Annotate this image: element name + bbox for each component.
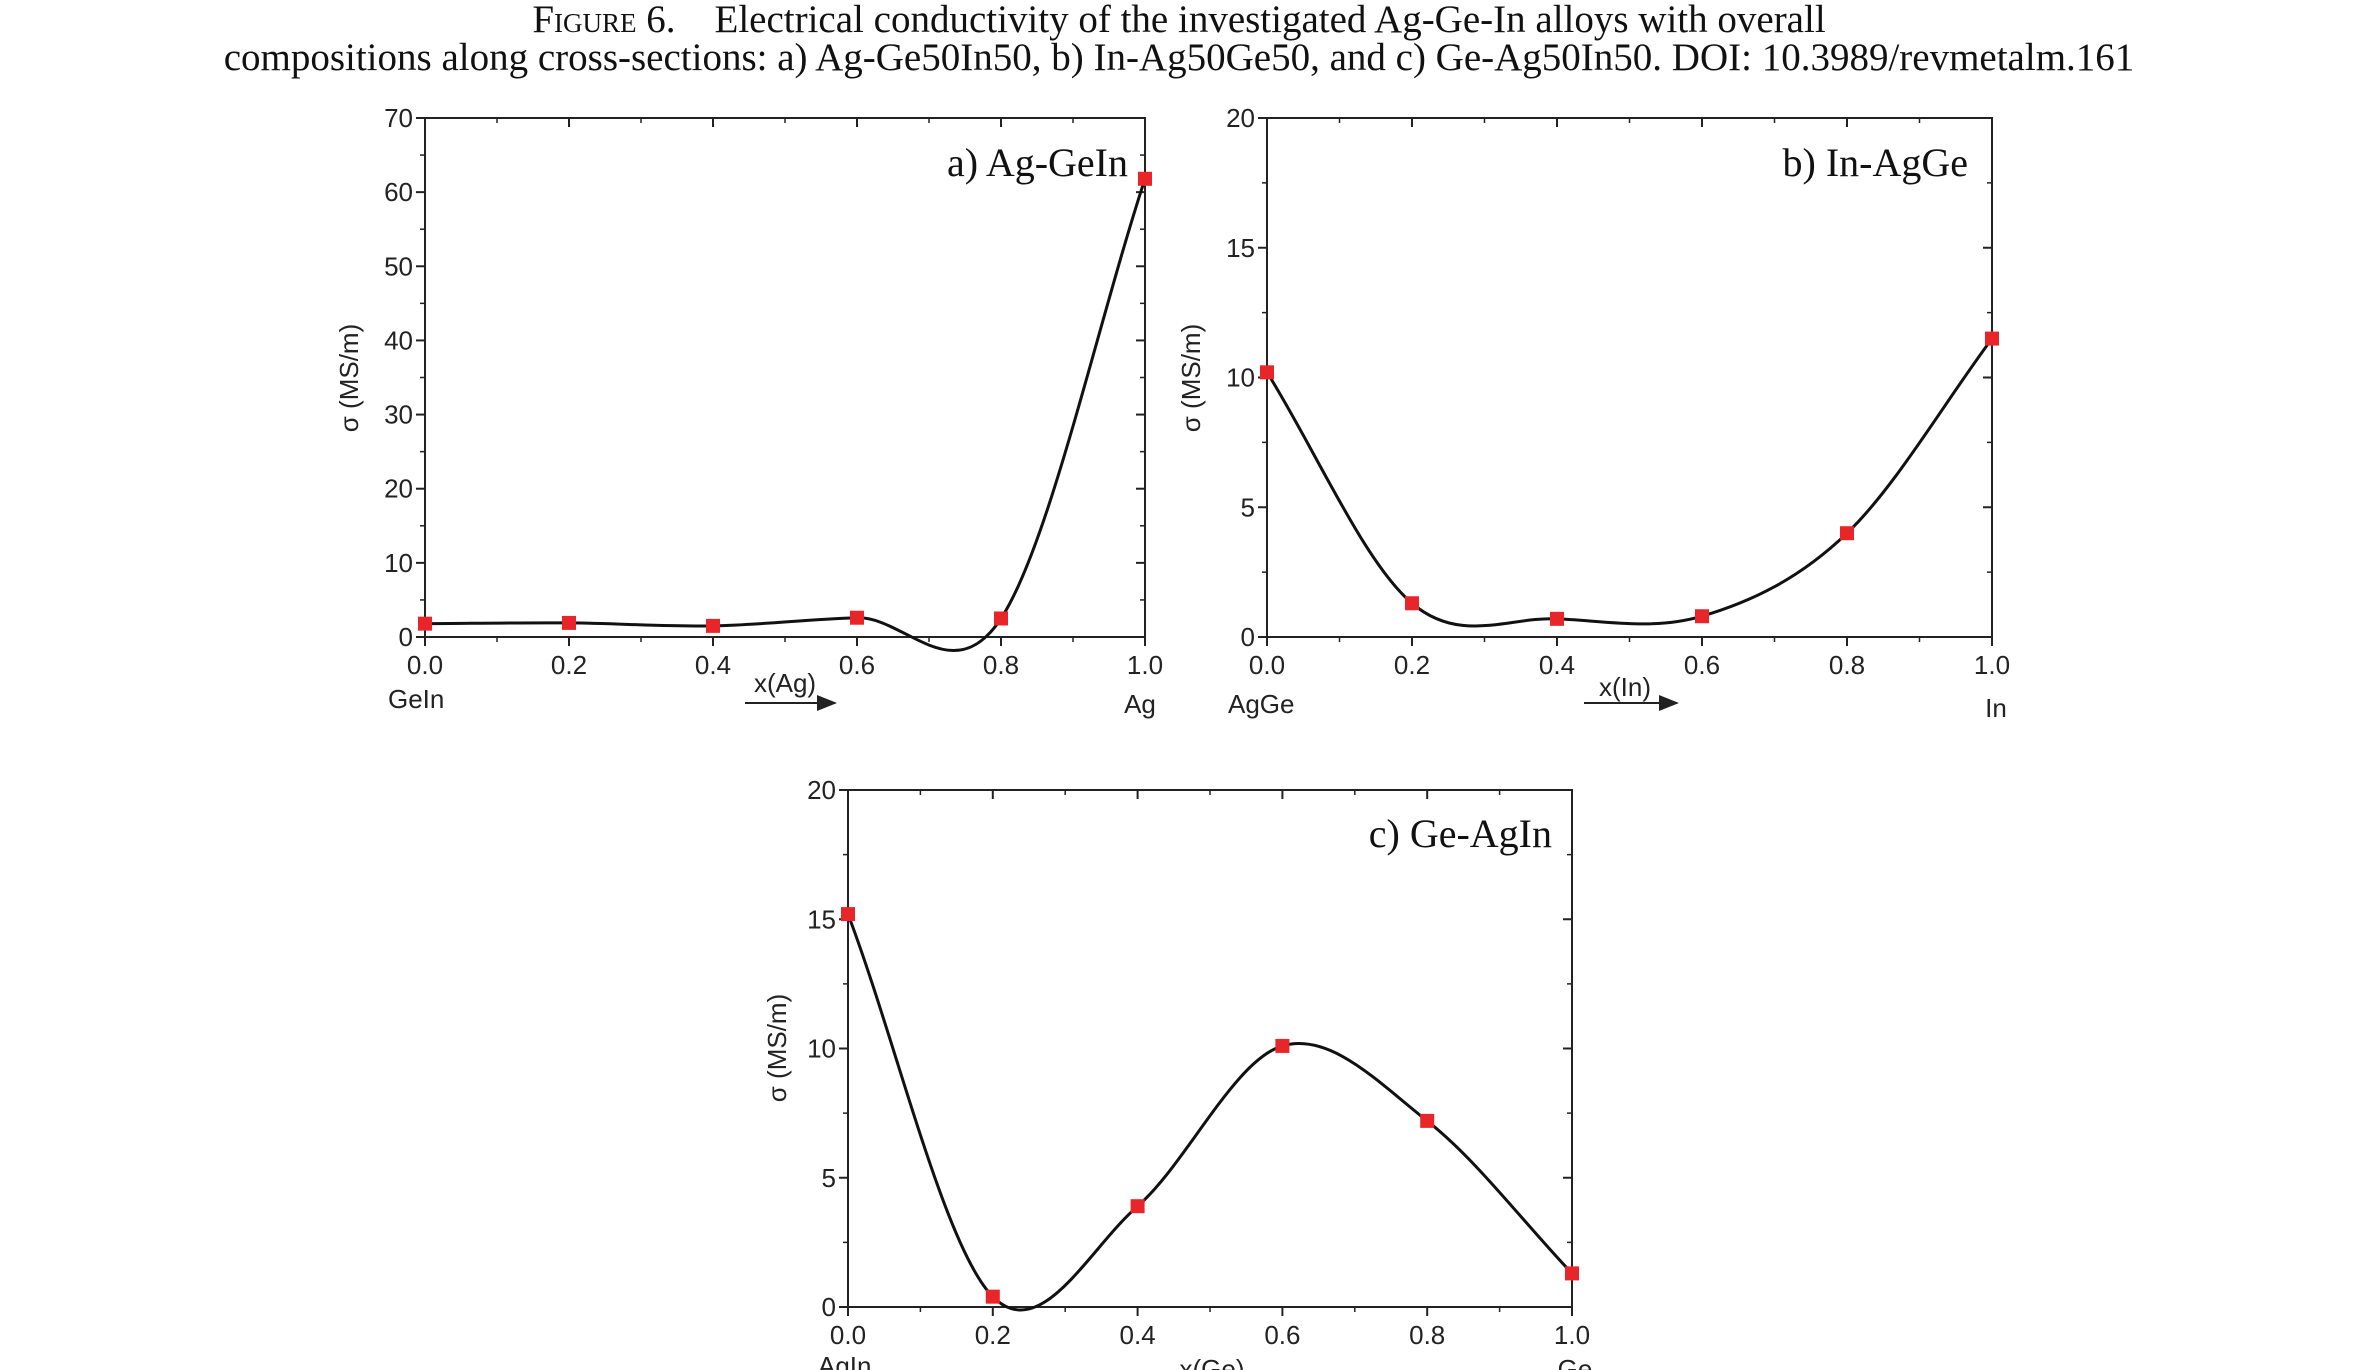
x-tick-label: 1.0	[1127, 650, 1163, 680]
x-tick-label: 0.0	[830, 1320, 866, 1350]
x-tick-label: 0.2	[551, 650, 587, 680]
caption-line-1: Figure 6. Electrical conductivity of the…	[0, 0, 2358, 39]
data-point	[1260, 365, 1274, 380]
panel-title: c) Ge-AgIn	[1369, 811, 1552, 856]
y-tick-label: 10	[384, 548, 413, 578]
y-axis-label: σ (MS/m)	[1176, 324, 1206, 432]
x-tick-label: 1.0	[1554, 1320, 1590, 1350]
x-left-end-label: GeIn	[388, 684, 444, 714]
x-tick-label: 0.6	[1264, 1320, 1300, 1350]
y-tick-label: 10	[807, 1034, 836, 1064]
y-tick-label: 20	[384, 474, 413, 504]
panel-title: b) In-AgGe	[1783, 140, 1969, 185]
data-point	[418, 616, 432, 631]
y-tick-label: 0	[1241, 622, 1255, 652]
x-tick-label: 0.0	[407, 650, 443, 680]
y-tick-label: 30	[384, 400, 413, 430]
x-tick-label: 0.4	[1539, 650, 1575, 680]
y-tick-label: 50	[384, 251, 413, 281]
x-right-end-label: Ge	[1558, 1354, 1593, 1370]
y-tick-label: 10	[1226, 363, 1255, 393]
caption-line-2: compositions along cross-sections: a) Ag…	[223, 36, 2135, 79]
data-point	[1550, 611, 1564, 626]
x-tick-label: 0.2	[1394, 650, 1430, 680]
x-axis-label: x(In)	[1599, 672, 1651, 702]
x-left-end-label: AgGe	[1228, 689, 1295, 719]
x-tick-label: 0.0	[1249, 650, 1285, 680]
data-point	[1840, 526, 1854, 541]
caption-text-1: Electrical conductivity of the investiga…	[714, 0, 1826, 41]
x-tick-label: 1.0	[1974, 650, 2010, 680]
x-tick-label: 0.2	[975, 1320, 1011, 1350]
x-right-end-label: In	[1985, 693, 2007, 723]
figure-label: Figure 6.	[532, 0, 676, 41]
chart-panel-c: 0 5 10 15 20 0.0 0.2 0.4 0.6 0.8 1.0 c) Ge-AgIn σ (M…	[762, 775, 1592, 1370]
data-point	[985, 1289, 1000, 1304]
data-point	[1565, 1266, 1579, 1281]
chart-panel-a: 0 10 20 30 40 50 60 70 0.0 0.2 0.4 0.6 0.8 1.0 a) Ag-G…	[334, 103, 1163, 719]
y-tick-label: 5	[822, 1163, 836, 1193]
data-point	[562, 615, 576, 630]
panel-title: a) Ag-GeIn	[947, 140, 1128, 185]
plot-frame	[424, 117, 1146, 638]
x-tick-label: 0.4	[695, 650, 731, 680]
data-point	[1985, 331, 1999, 346]
y-tick-label: 60	[384, 177, 413, 207]
x-tick-label: 0.4	[1120, 1320, 1156, 1350]
x-tick-label: 0.8	[983, 650, 1019, 680]
data-point	[1275, 1038, 1290, 1053]
y-tick-label: 40	[384, 325, 413, 355]
x-tick-label: 0.8	[1829, 650, 1865, 680]
data-point	[1695, 609, 1709, 624]
data-point	[1130, 1199, 1145, 1214]
x-left-end-label: AgIn	[818, 1351, 872, 1370]
y-tick-label: 20	[807, 775, 836, 805]
x-tick-label: 0.6	[1684, 650, 1720, 680]
y-axis-label: σ (MS/m)	[762, 994, 792, 1102]
series-curve	[1265, 337, 1994, 628]
series-curve	[424, 178, 1147, 653]
plot-frame	[847, 789, 1573, 1308]
y-tick-label: 15	[807, 904, 836, 934]
y-axis-label: σ (MS/m)	[334, 324, 364, 432]
y-tick-label: 0	[822, 1292, 836, 1322]
x-tick-label: 0.8	[1409, 1320, 1445, 1350]
data-point	[994, 611, 1008, 626]
data-point	[850, 610, 864, 625]
data-point	[1138, 171, 1152, 186]
series-curve	[846, 913, 1574, 1312]
x-tick-label: 0.6	[839, 650, 875, 680]
chart-panel-b: 0 5 10 15 20 0.0 0.2 0.4 0.6 0.8 1.0 b) In-AgGe σ (M…	[1176, 103, 2010, 723]
data-point	[706, 618, 720, 633]
x-right-end-label: Ag	[1124, 689, 1156, 719]
data-point	[1405, 596, 1419, 611]
x-axis-label: x(Ge)	[1180, 1354, 1245, 1370]
y-tick-label: 70	[384, 103, 413, 133]
y-tick-label: 15	[1226, 233, 1255, 263]
data-point	[1420, 1113, 1435, 1128]
y-tick-label: 5	[1241, 492, 1255, 522]
x-axis-label: x(Ag)	[754, 668, 816, 698]
data-point	[841, 907, 855, 922]
y-tick-label: 20	[1226, 103, 1255, 133]
y-tick-label: 0	[399, 622, 413, 652]
